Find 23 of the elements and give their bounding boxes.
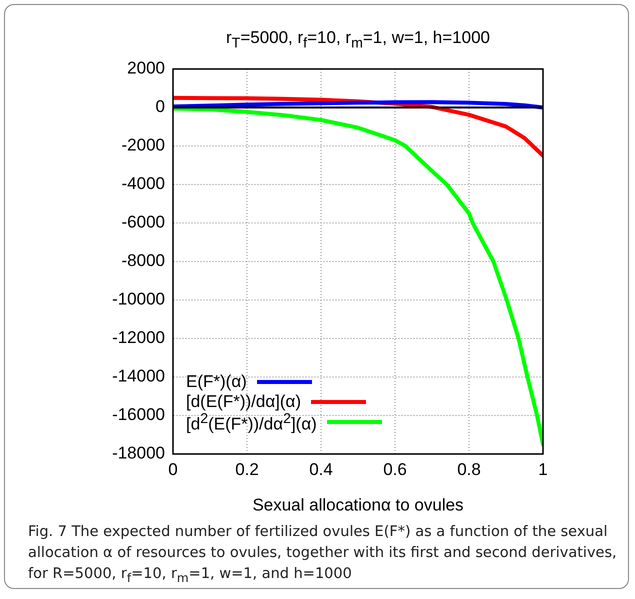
x-axis-title: Sexual allocationα to ovules (252, 495, 464, 514)
chart-title: r$_{T}$=5000, r$_{f}$=10, r$_{m}$=1, w=1, h=1000 (224, 28, 491, 52)
legend-label: [d(E(F*))/dα](α) (186, 392, 302, 412)
y-tick-label: -2000 (122, 136, 165, 155)
y-tick-label: -18000 (112, 444, 165, 463)
y-tick-label: -6000 (122, 212, 165, 232)
y-tick-label: -12000 (112, 328, 165, 348)
x-tick-label: 0.6 (383, 460, 407, 479)
x-tick-label: 0.8 (457, 460, 481, 479)
y-tick-label: 2000 (127, 58, 165, 78)
y-tick-label: -14000 (112, 366, 165, 386)
x-tick-label: 0.4 (309, 460, 333, 479)
x-tick-label: 0.2 (235, 460, 259, 479)
x-tick-label: 1 (538, 460, 548, 479)
x-tick-label: 0 (168, 460, 178, 479)
legend-label: [d$^{2}$(E(F*))/dα$^{2}$](α) (186, 410, 317, 435)
y-tick-label: 0 (156, 97, 165, 116)
y-tick-label: -10000 (112, 290, 165, 309)
y-tick-label: -16000 (112, 405, 165, 424)
y-tick-label: -4000 (122, 174, 165, 194)
caption: Fig. 7 The expected number of fertilized ovules E(F*) as a function of the sexual allocation α of resources to ovules, together with its first and second derivatives, for R=5000, r$_{f}$=10, r$_{m}$=1, w=1, and h=1000 (28, 523, 618, 587)
y-tick-label: -8000 (122, 251, 165, 270)
legend-label: E(F*)(α) (186, 372, 247, 392)
